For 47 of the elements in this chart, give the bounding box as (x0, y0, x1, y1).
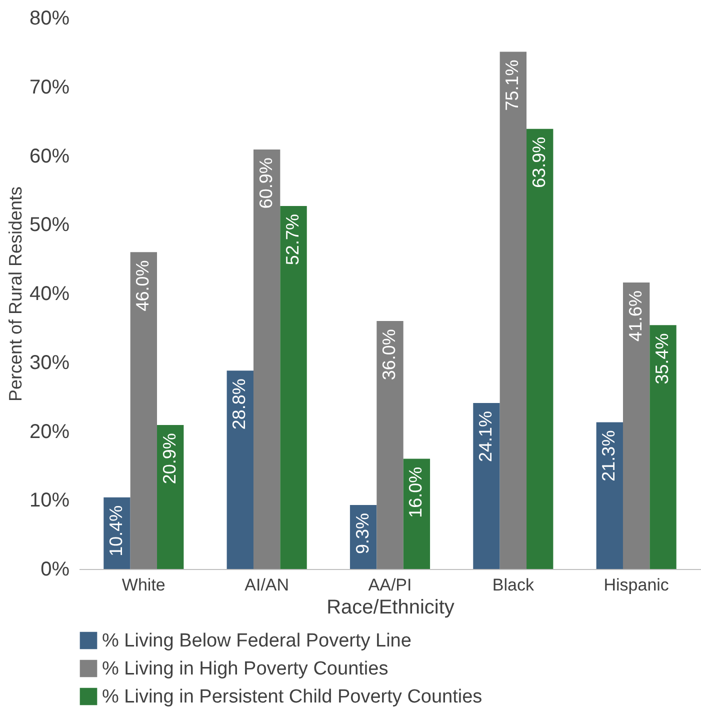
y-tick-label: 0% (40, 558, 70, 580)
legend-label: % Living Below Federal Poverty Line (102, 630, 412, 652)
data-label: 52.7% (282, 214, 303, 266)
data-label: 63.9% (528, 136, 549, 188)
x-tick-label: Black (492, 576, 534, 594)
data-label: 10.4% (106, 505, 126, 556)
data-label: 21.3% (598, 430, 619, 482)
data-label: 46.0% (132, 260, 153, 312)
y-tick-label: 60% (29, 145, 70, 168)
data-label: 35.4% (652, 333, 672, 384)
bar (526, 128, 554, 569)
data-label: 9.3% (352, 512, 372, 554)
bar (596, 422, 623, 569)
x-axis-title: Race/Ethnicity (326, 596, 454, 618)
y-tick-label: 30% (29, 352, 70, 374)
x-tick-label: White (122, 576, 166, 594)
legend-label: % Living in High Poverty Counties (102, 658, 388, 680)
bar (253, 150, 280, 569)
bar (500, 52, 527, 569)
x-tick-label: AA/PI (368, 576, 412, 594)
data-label: 20.9% (159, 433, 180, 484)
bar (473, 403, 500, 569)
legend-label: % Living in Persistent Child Poverty Counties (102, 686, 482, 708)
bar (403, 458, 430, 569)
data-label: 41.6% (625, 290, 646, 342)
data-label: 28.8% (229, 378, 250, 430)
data-label: 60.9% (256, 158, 276, 209)
y-tick-label: 20% (29, 420, 70, 443)
data-label: 36.0% (379, 329, 399, 380)
data-label: 24.1% (475, 411, 496, 462)
bar (130, 252, 158, 569)
data-label: 75.1% (502, 60, 522, 111)
bar (280, 206, 307, 569)
y-tick-label: 80% (29, 8, 70, 30)
y-axis-title: Percent of Rural Residents (5, 186, 26, 402)
bar (622, 282, 650, 569)
y-tick-label: 50% (29, 214, 70, 236)
bar (157, 425, 184, 569)
x-tick-label: AI/AN (244, 576, 290, 594)
x-tick-label: Hispanic (604, 576, 670, 594)
data-label: 16.0% (406, 466, 426, 518)
bar (650, 325, 676, 569)
y-tick-label: 70% (29, 76, 70, 98)
y-tick-label: 10% (29, 490, 70, 512)
bar (226, 370, 254, 569)
bar (376, 321, 404, 569)
y-tick-label: 40% (29, 283, 70, 305)
